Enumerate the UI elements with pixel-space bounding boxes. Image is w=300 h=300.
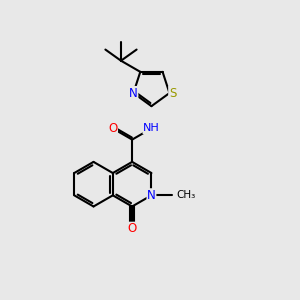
Text: N: N	[147, 189, 156, 202]
Text: S: S	[169, 87, 176, 100]
Text: N: N	[129, 87, 138, 100]
Text: O: O	[108, 122, 118, 135]
Text: CH₃: CH₃	[177, 190, 196, 200]
Text: O: O	[128, 222, 137, 235]
Text: NH: NH	[143, 124, 160, 134]
